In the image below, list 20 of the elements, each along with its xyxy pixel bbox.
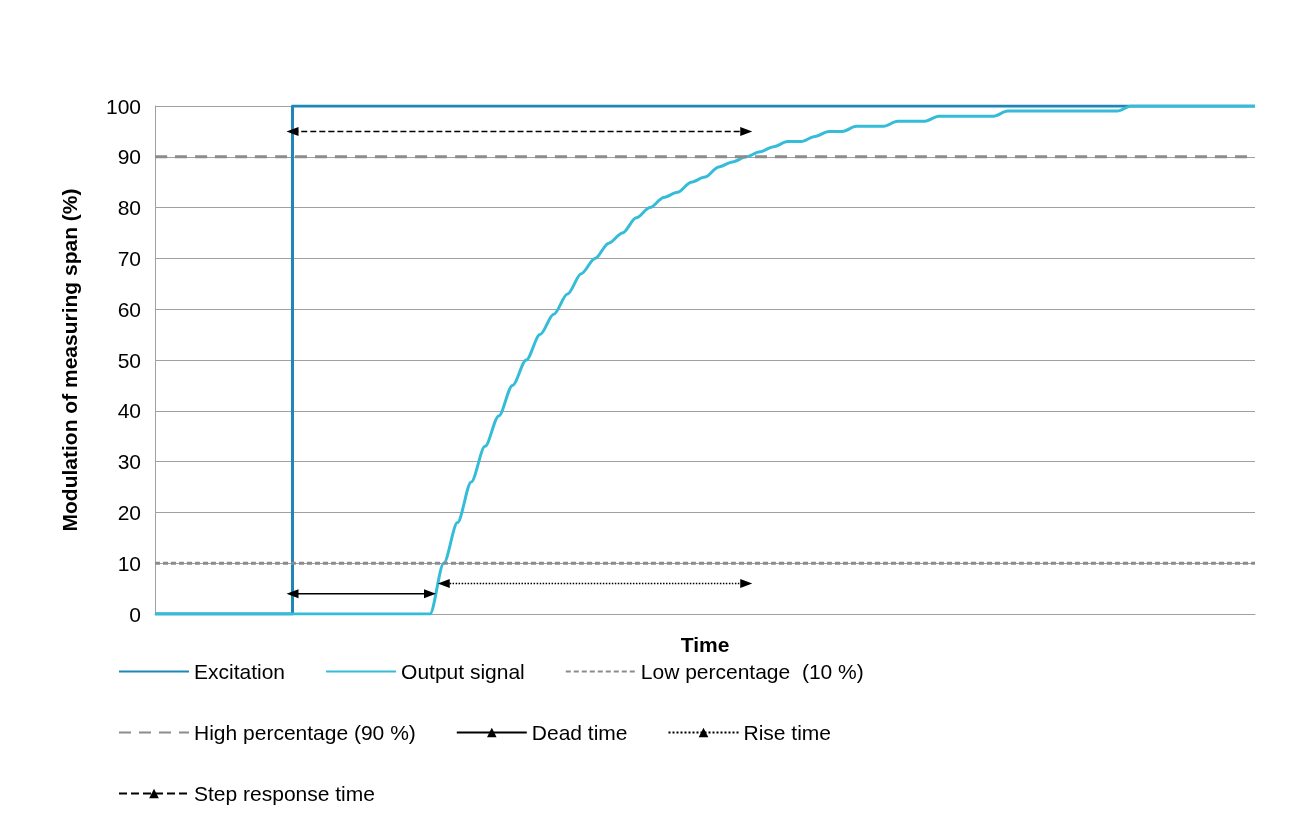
- y-tick-label: 40: [117, 399, 141, 423]
- legend-label: Excitation: [194, 660, 286, 683]
- y-tick-label: 70: [117, 246, 141, 270]
- y-tick-label: 0: [129, 602, 141, 626]
- x-axis-title: Time: [680, 633, 730, 656]
- y-tick-label: 30: [117, 450, 141, 474]
- legend-label: Low percentage (10 %): [640, 660, 864, 683]
- y-tick-label: 20: [117, 500, 141, 524]
- y-tick-label: 100: [105, 94, 141, 118]
- legend-label: Output signal: [401, 660, 525, 683]
- y-axis-title: Modulation of measuring span (%): [58, 188, 81, 532]
- legend-label: High percentage (90 %): [194, 721, 416, 744]
- y-tick-label: 90: [117, 145, 141, 169]
- legend-label: Rise time: [743, 721, 832, 744]
- legend-label: Step response time: [194, 782, 375, 805]
- y-tick-label: 10: [117, 551, 141, 575]
- legend-label: Dead time: [531, 721, 628, 744]
- y-tick-label: 60: [117, 297, 141, 321]
- y-tick-label: 50: [117, 348, 141, 372]
- y-tick-label: 80: [117, 196, 141, 220]
